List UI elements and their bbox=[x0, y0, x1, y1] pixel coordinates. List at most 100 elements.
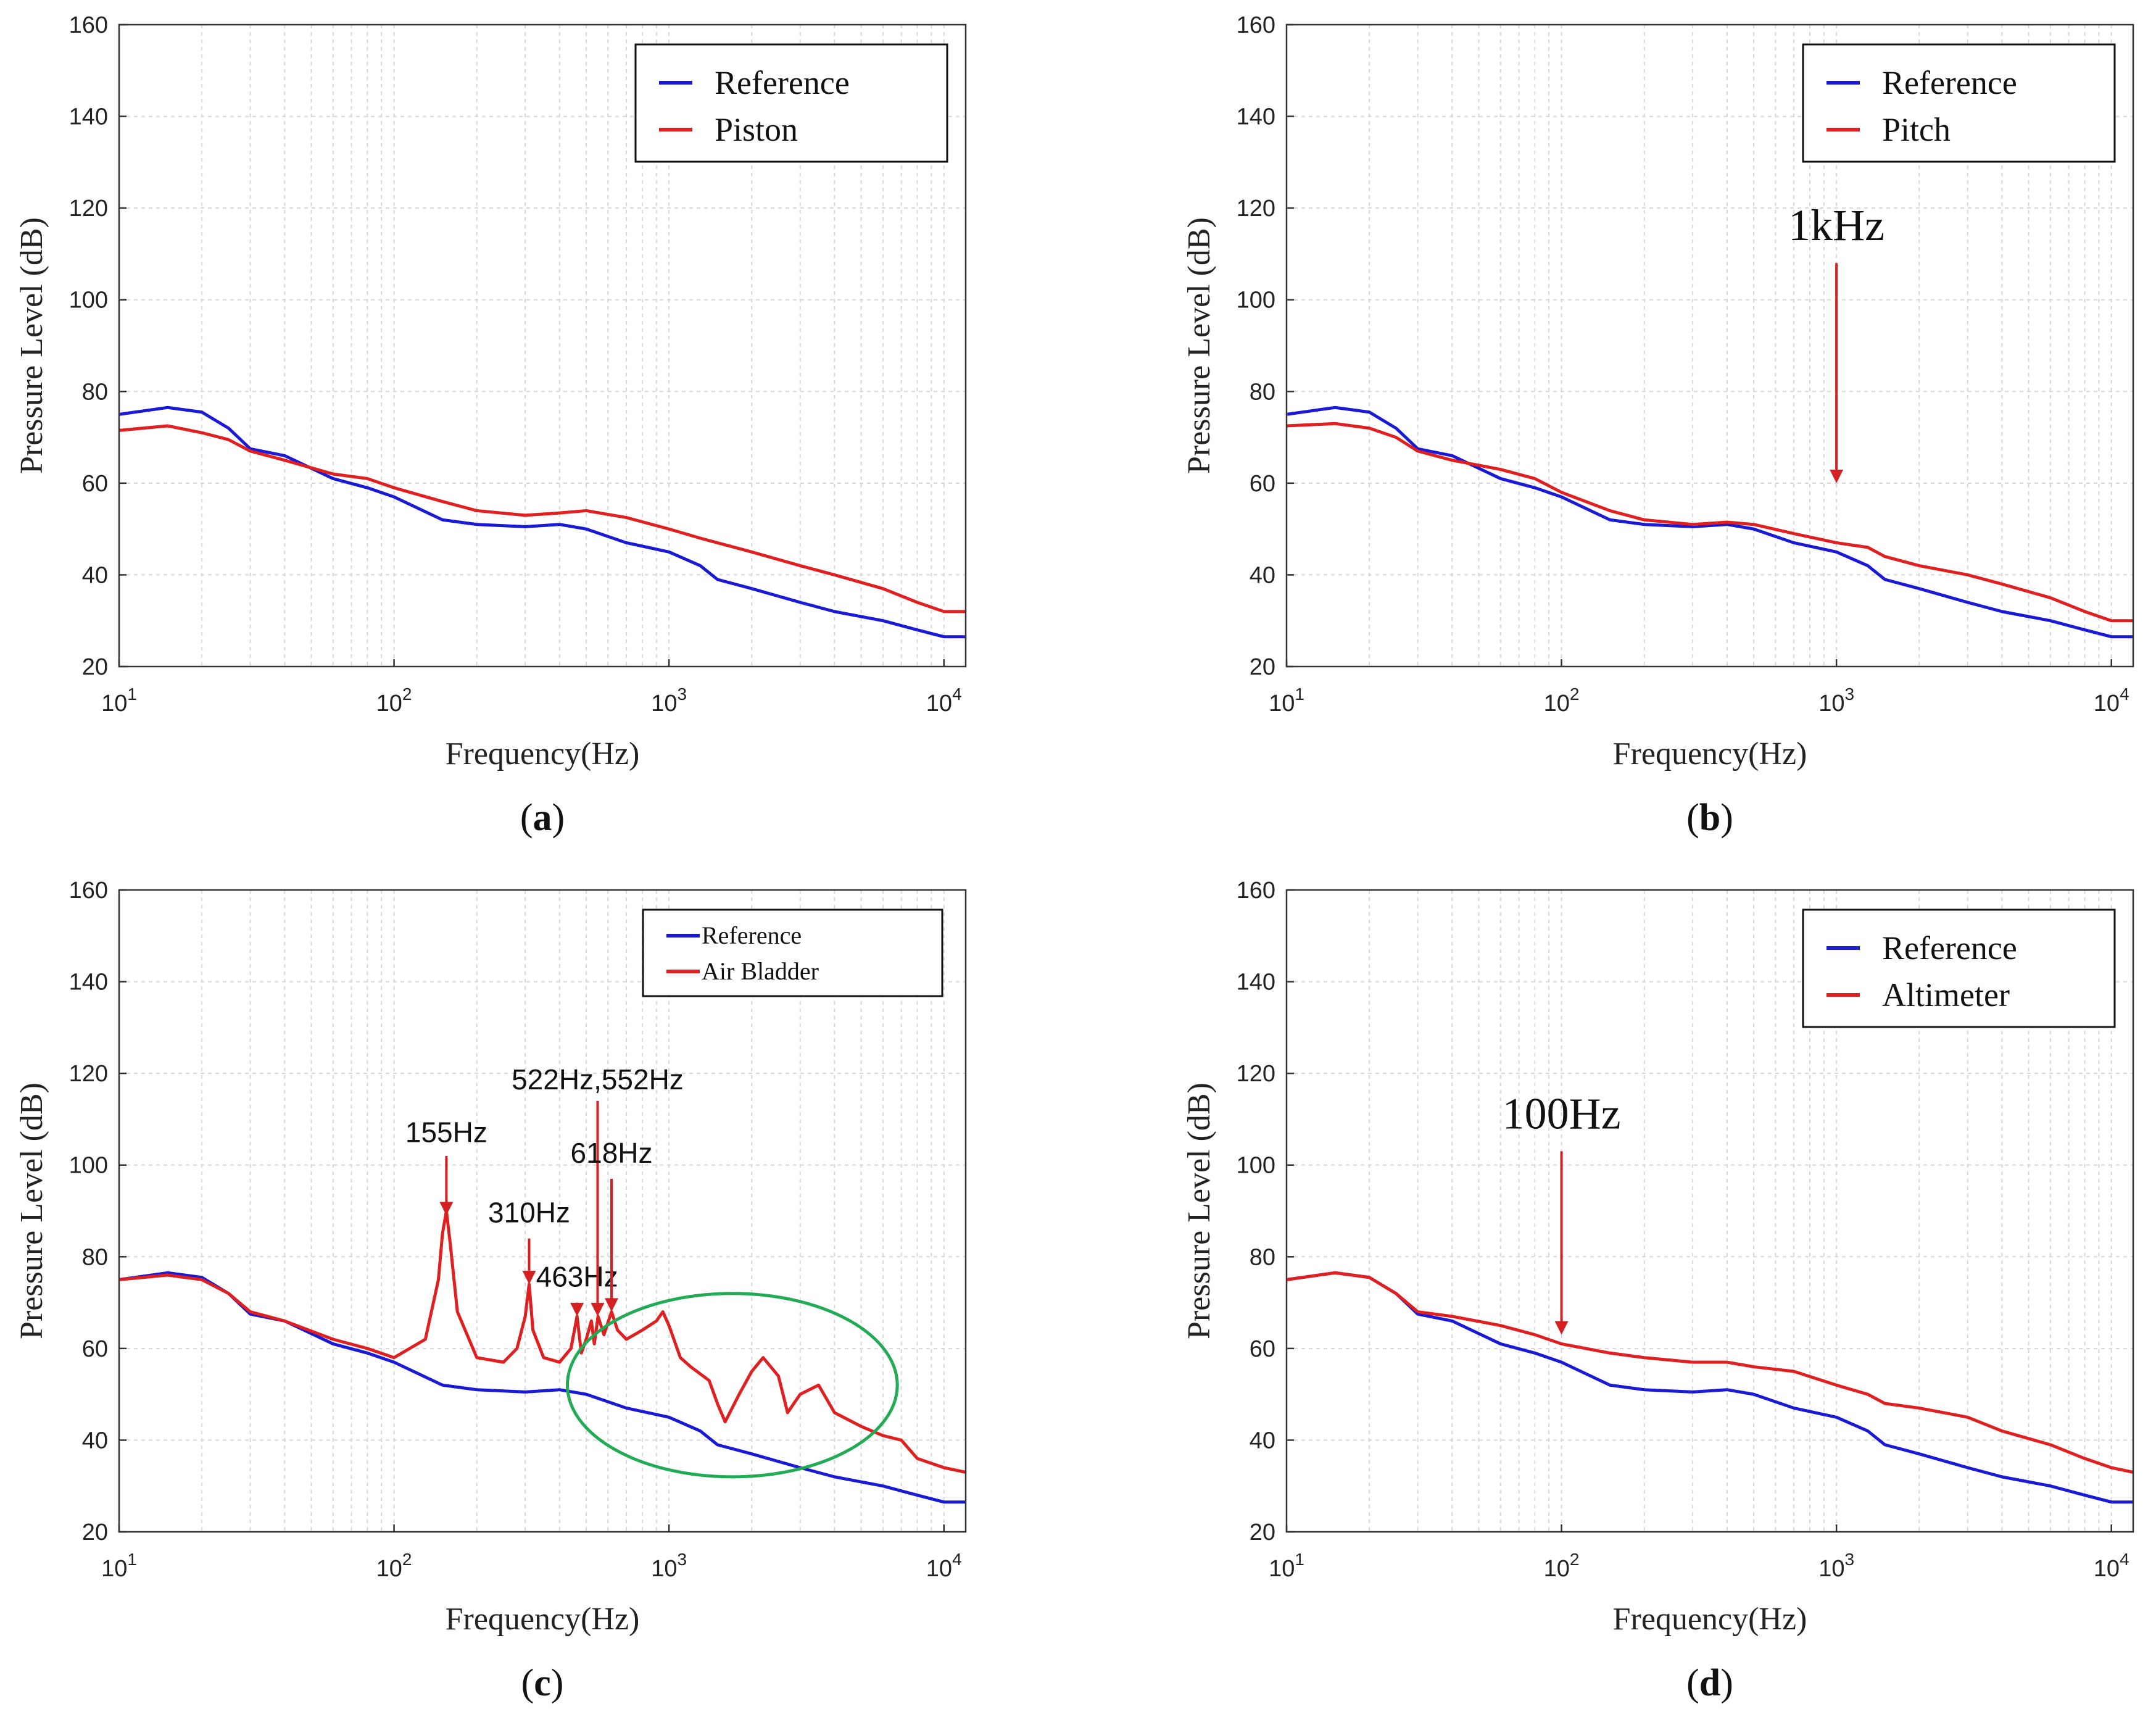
series-line-altimeter bbox=[1287, 1271, 2133, 1474]
y-tick-label: 20 bbox=[82, 1520, 108, 1545]
y-tick-label: 100 bbox=[1237, 288, 1275, 314]
legend: Reference Air Bladder bbox=[642, 908, 943, 997]
annotation-label: 522Hz,552Hz bbox=[512, 1063, 684, 1095]
y-tick-label: 80 bbox=[1250, 379, 1275, 405]
y-axis-title: Pressure Level (dB) bbox=[14, 217, 49, 474]
x-tick-label: 101 bbox=[101, 1550, 137, 1582]
chart-panel-a: 20 40 60 80 100 120 140 160 101 102 103 104 Frequenc… bbox=[14, 12, 967, 839]
x-tick-label: 103 bbox=[1818, 1550, 1854, 1582]
legend-label: Reference bbox=[1882, 929, 2017, 967]
series-line-reference bbox=[119, 405, 966, 639]
legend: Reference Pitch bbox=[1802, 43, 2116, 163]
y-tick-label: 160 bbox=[1237, 878, 1275, 904]
annotation-label: 100Hz bbox=[1503, 1089, 1621, 1138]
legend: Reference Piston bbox=[634, 43, 948, 163]
y-tick-label: 140 bbox=[1237, 104, 1275, 130]
x-tick-label: 101 bbox=[1269, 684, 1304, 717]
y-tick-label: 120 bbox=[1237, 196, 1275, 222]
panel-label: (a) bbox=[520, 797, 565, 839]
y-tick-label: 40 bbox=[1250, 562, 1275, 588]
x-axis-title: Frequency(Hz) bbox=[1613, 736, 1807, 771]
series-line-piston bbox=[119, 424, 966, 613]
x-tick-label: 101 bbox=[1269, 1550, 1304, 1582]
x-tick-label: 102 bbox=[376, 684, 412, 717]
series-group bbox=[119, 1209, 966, 1504]
y-axis-title: Pressure Level (dB) bbox=[1182, 217, 1217, 474]
legend-label: Pitch bbox=[1882, 111, 1951, 148]
series-line-reference bbox=[1287, 1271, 2133, 1504]
y-tick-label: 80 bbox=[82, 1244, 108, 1270]
legend-label: Air Bladder bbox=[702, 957, 819, 985]
annotation: 522Hz,552Hz bbox=[512, 1063, 684, 1316]
series-line-air-bladder bbox=[119, 1209, 966, 1474]
y-tick-label: 140 bbox=[69, 970, 108, 996]
annotation-label: 310Hz bbox=[488, 1197, 570, 1229]
annotation-arrow-head bbox=[605, 1298, 619, 1312]
y-tick-label: 60 bbox=[82, 1336, 108, 1362]
series-group bbox=[1287, 1271, 2133, 1504]
y-tick-label: 20 bbox=[1250, 1520, 1275, 1545]
y-tick-label: 80 bbox=[1250, 1244, 1275, 1270]
annotation: 463Hz bbox=[536, 1261, 618, 1316]
plot-frame bbox=[118, 23, 967, 668]
annotation-arrow-head bbox=[591, 1302, 605, 1316]
highlight-ellipse bbox=[565, 1292, 899, 1479]
x-tick-label: 103 bbox=[651, 1550, 687, 1582]
x-axis-title: Frequency(Hz) bbox=[446, 1602, 640, 1637]
x-axis-title: Frequency(Hz) bbox=[1613, 1602, 1807, 1637]
series-line-pitch bbox=[1287, 422, 2133, 623]
y-tick-label: 40 bbox=[1250, 1428, 1275, 1453]
y-axis-title: Pressure Level (dB) bbox=[14, 1083, 49, 1339]
series-line-reference bbox=[119, 1271, 966, 1504]
y-tick-label: 140 bbox=[1237, 970, 1275, 996]
annotation: 1kHz bbox=[1788, 201, 1884, 483]
legend-label: Piston bbox=[715, 111, 798, 148]
legend-label: Altimeter bbox=[1882, 976, 2010, 1013]
series-group bbox=[119, 405, 966, 639]
y-tick-label: 60 bbox=[1250, 1336, 1275, 1362]
x-tick-label: 104 bbox=[2094, 684, 2129, 717]
chart-panel-b: 20 40 60 80 100 120 140 160 101 102 103 104 Frequenc… bbox=[1182, 12, 2134, 839]
legend-label: Reference bbox=[1882, 64, 2017, 101]
y-tick-label: 40 bbox=[82, 1428, 108, 1453]
y-tick-label: 120 bbox=[1237, 1061, 1275, 1087]
y-tick-label: 60 bbox=[1250, 471, 1275, 497]
x-tick-label: 101 bbox=[101, 684, 137, 717]
panel-label: (c) bbox=[521, 1662, 564, 1704]
legend-box bbox=[634, 43, 948, 163]
legend: Reference Altimeter bbox=[1802, 908, 2116, 1028]
annotation-label: 618Hz bbox=[571, 1137, 653, 1169]
y-tick-label: 160 bbox=[69, 12, 108, 38]
legend-box bbox=[1802, 43, 2116, 163]
y-axis-title: Pressure Level (dB) bbox=[1182, 1083, 1217, 1339]
plot-frame bbox=[1285, 889, 2134, 1533]
y-tick-label: 40 bbox=[82, 562, 108, 588]
annotation-arrow-head bbox=[1554, 1321, 1569, 1335]
plot-frame bbox=[118, 889, 967, 1533]
panel-label: (d) bbox=[1686, 1662, 1733, 1704]
y-tick-label: 20 bbox=[82, 654, 108, 680]
legend-label: Reference bbox=[702, 921, 802, 949]
y-tick-label: 120 bbox=[69, 196, 108, 222]
annotation-label: 1kHz bbox=[1788, 201, 1884, 250]
chart-panel-c: 20 40 60 80 100 120 140 160 101 102 103 104 Frequenc… bbox=[14, 878, 967, 1704]
annotation-arrow-head bbox=[522, 1270, 536, 1284]
series-line-reference bbox=[1287, 405, 2133, 639]
x-tick-label: 104 bbox=[926, 684, 962, 717]
annotation-label: 463Hz bbox=[536, 1261, 618, 1293]
legend-label: Reference bbox=[715, 64, 850, 101]
y-tick-label: 80 bbox=[82, 379, 108, 405]
y-tick-label: 140 bbox=[69, 104, 108, 130]
annotation-arrow-head bbox=[570, 1302, 584, 1316]
x-tick-label: 102 bbox=[1544, 1550, 1580, 1582]
y-tick-label: 120 bbox=[69, 1061, 108, 1087]
y-tick-label: 100 bbox=[1237, 1153, 1275, 1179]
y-tick-label: 20 bbox=[1250, 654, 1275, 680]
series-group bbox=[1287, 405, 2133, 639]
annotation: 310Hz bbox=[488, 1197, 570, 1284]
annotation-arrow-head bbox=[1830, 469, 1844, 483]
y-tick-label: 100 bbox=[69, 1153, 108, 1179]
annotation: 618Hz bbox=[571, 1137, 653, 1312]
y-tick-label: 60 bbox=[82, 471, 108, 497]
